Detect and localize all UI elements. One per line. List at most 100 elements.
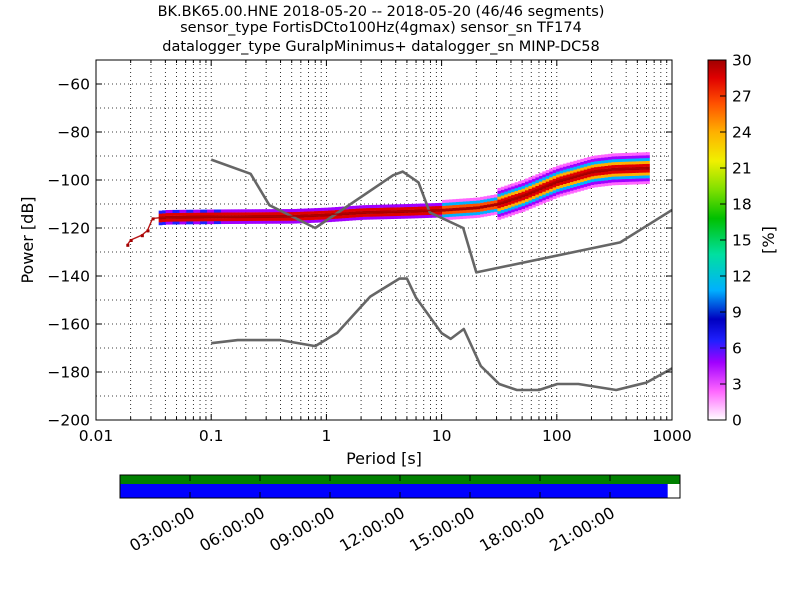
x-tick-label: 100 (542, 427, 572, 445)
heatmap-cell (507, 187, 512, 191)
heatmap-cell (618, 156, 623, 160)
heatmap-cell (455, 198, 460, 203)
heatmap-cell (182, 212, 187, 216)
heatmap-cell (518, 195, 522, 199)
heatmap-cell (442, 202, 446, 206)
heatmap-cell (448, 199, 453, 203)
heatmap-cell (542, 174, 547, 178)
heatmap-cell (531, 201, 536, 205)
heatmap-cell (421, 212, 426, 216)
heatmap-cell (639, 161, 643, 165)
heatmap-cell (504, 208, 509, 212)
heatmap-cell (607, 179, 612, 183)
heatmap-cell (587, 159, 592, 163)
heatmap-cell (535, 177, 540, 181)
heatmap-cell (473, 212, 478, 216)
heatmap-cell (597, 157, 602, 161)
heatmap-cell (569, 173, 574, 177)
heatmap-cell (549, 185, 554, 189)
heatmap-cell (587, 179, 592, 184)
heatmap-cell (507, 196, 512, 200)
heatmap-cell (476, 203, 481, 207)
heatmap-cell (535, 194, 540, 198)
heatmap-cell (621, 155, 626, 159)
heatmap-cell (182, 221, 187, 225)
heatmap-cell (618, 170, 623, 174)
heatmap-cell (165, 209, 170, 214)
heatmap-cell (635, 155, 640, 159)
heatmap-cell (535, 180, 540, 184)
heatmap-cell (645, 178, 650, 182)
heatmap-cell (393, 215, 398, 219)
heatmap-cell (535, 185, 540, 189)
heatmap-cell (227, 212, 232, 216)
heatmap-cell (466, 201, 471, 205)
heatmap-cell (490, 212, 495, 216)
heatmap-cell (362, 216, 367, 220)
heatmap-cell (576, 162, 581, 166)
heatmap-cell (611, 182, 616, 186)
heatmap-cell (594, 178, 598, 182)
heatmap-cell (531, 190, 536, 194)
heatmap-cell (621, 178, 626, 183)
heatmap-cell (511, 209, 516, 213)
heatmap-cell (625, 152, 630, 156)
heatmap-cell (338, 206, 343, 210)
heatmap-cell (580, 179, 585, 183)
heatmap-cell (414, 206, 419, 210)
heatmap-cell (462, 215, 467, 219)
heatmap-cell (514, 190, 519, 194)
heatmap-cell (538, 172, 543, 176)
heatmap-cell (590, 167, 595, 171)
heatmap-cell (573, 186, 578, 190)
heatmap-cell (576, 185, 581, 189)
heatmap-cell (497, 213, 502, 217)
heatmap-cell (576, 182, 581, 186)
heatmap-cell (448, 202, 453, 206)
heatmap-cell (355, 208, 360, 212)
heatmap-cell (186, 209, 191, 213)
heatmap-cell (518, 192, 522, 196)
heatmap-cell (493, 208, 498, 212)
heatmap-cell (469, 200, 474, 204)
heatmap-cell (563, 183, 567, 187)
heatmap-cell (556, 191, 560, 195)
heatmap-cell (279, 217, 284, 221)
heatmap-cell (514, 205, 519, 209)
heatmap-cell (521, 194, 526, 198)
heatmap-cell (314, 210, 319, 215)
heatmap-cell (639, 152, 643, 156)
heatmap-cell (193, 218, 198, 222)
heatmap-cell (213, 212, 218, 216)
heatmap-cell (566, 185, 571, 189)
heatmap-cell (639, 178, 643, 182)
heatmap-cell (497, 216, 502, 220)
heatmap-cell (580, 167, 585, 171)
heatmap-cell (504, 185, 509, 189)
heatmap-cell (635, 158, 640, 162)
heatmap-cell (625, 158, 630, 162)
heatmap-cell (601, 157, 605, 161)
heatmap-cell (321, 219, 325, 223)
heatmap-cell (376, 207, 381, 211)
heatmap-cell (445, 216, 450, 221)
heatmap-cell (286, 220, 291, 224)
heatmap-cell (531, 195, 536, 199)
heatmap-cell (452, 216, 457, 220)
heatmap-cell (417, 212, 422, 216)
heatmap-cell (462, 209, 467, 214)
heatmap-cell (331, 207, 336, 211)
heatmap-cell (545, 190, 550, 194)
heatmap-cell (397, 207, 401, 211)
heatmap-cell (400, 215, 405, 219)
heatmap-cell (300, 211, 305, 215)
heatmap-cell (210, 212, 215, 216)
heatmap-cell (162, 213, 166, 217)
heatmap-cell (611, 159, 616, 163)
heatmap-cell (359, 213, 363, 218)
heatmap-cell (521, 179, 526, 184)
heatmap-cell (500, 204, 505, 208)
heatmap-cell (283, 220, 287, 224)
heatmap-cell (480, 196, 484, 200)
heatmap-cell (642, 163, 647, 167)
